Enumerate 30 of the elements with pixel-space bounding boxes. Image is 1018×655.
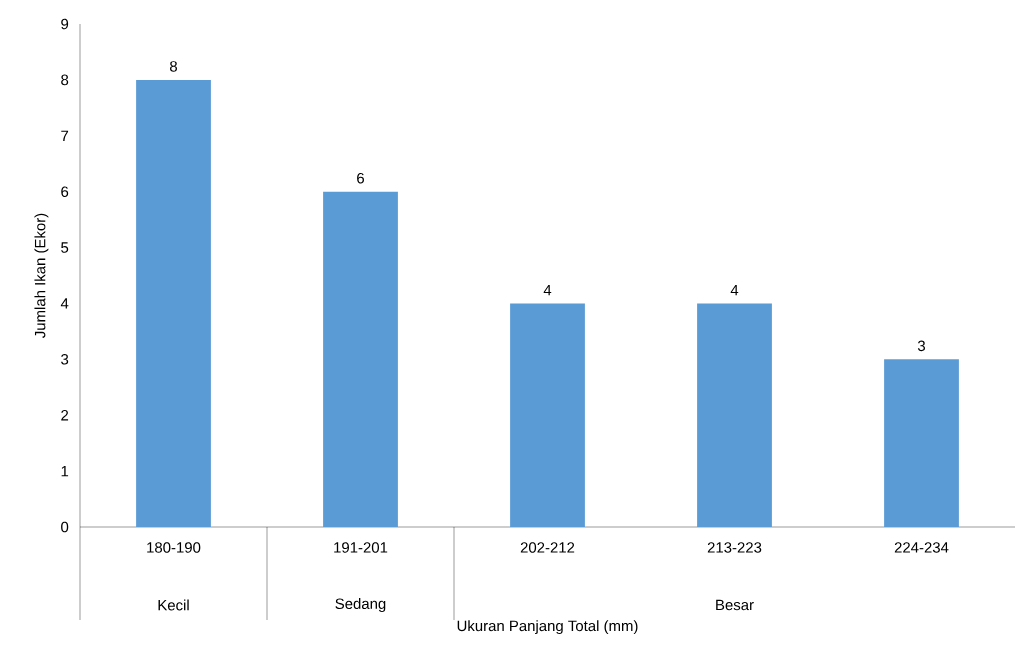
- text: Kecil: [158, 599, 189, 611]
- bar: [884, 359, 959, 527]
- y-tick-label: 8: [61, 74, 69, 86]
- data-label: 4: [543, 284, 552, 296]
- data-label: 6: [357, 172, 364, 184]
- y-tick-label: 6: [61, 186, 69, 197]
- y-tick-label: 0: [61, 521, 69, 533]
- bar: [323, 191, 398, 527]
- y-tick-label: 2: [61, 410, 69, 421]
- data-label: 8: [170, 61, 177, 72]
- y-tick-label: 5: [61, 242, 69, 253]
- text: Sedang: [335, 598, 386, 612]
- x-tick-label: 202-212: [520, 542, 575, 553]
- data-label: 3: [917, 340, 926, 352]
- y-tick-label: 3: [61, 354, 69, 365]
- y-tick-label: 9: [61, 18, 69, 30]
- x-tick-label: 191-201: [334, 542, 388, 553]
- y-tick-label: 7: [61, 130, 69, 141]
- text: Besar: [716, 599, 754, 611]
- x-tick-label: 180-190: [147, 542, 201, 553]
- bar: [697, 303, 772, 527]
- y-axis-title: Jumlah Ikan (Ekor): [34, 213, 49, 338]
- bar: [510, 303, 585, 527]
- data-label: 4: [730, 284, 739, 296]
- y-tick-label: 4: [60, 298, 69, 309]
- x-tick-label: 224-234: [894, 542, 949, 553]
- y-tick-label: 1: [61, 465, 69, 477]
- x-axis-title: Ukuran Panjang Total (mm): [457, 620, 638, 635]
- x-tick-label: 213-223: [707, 542, 762, 553]
- bar: [136, 79, 211, 527]
